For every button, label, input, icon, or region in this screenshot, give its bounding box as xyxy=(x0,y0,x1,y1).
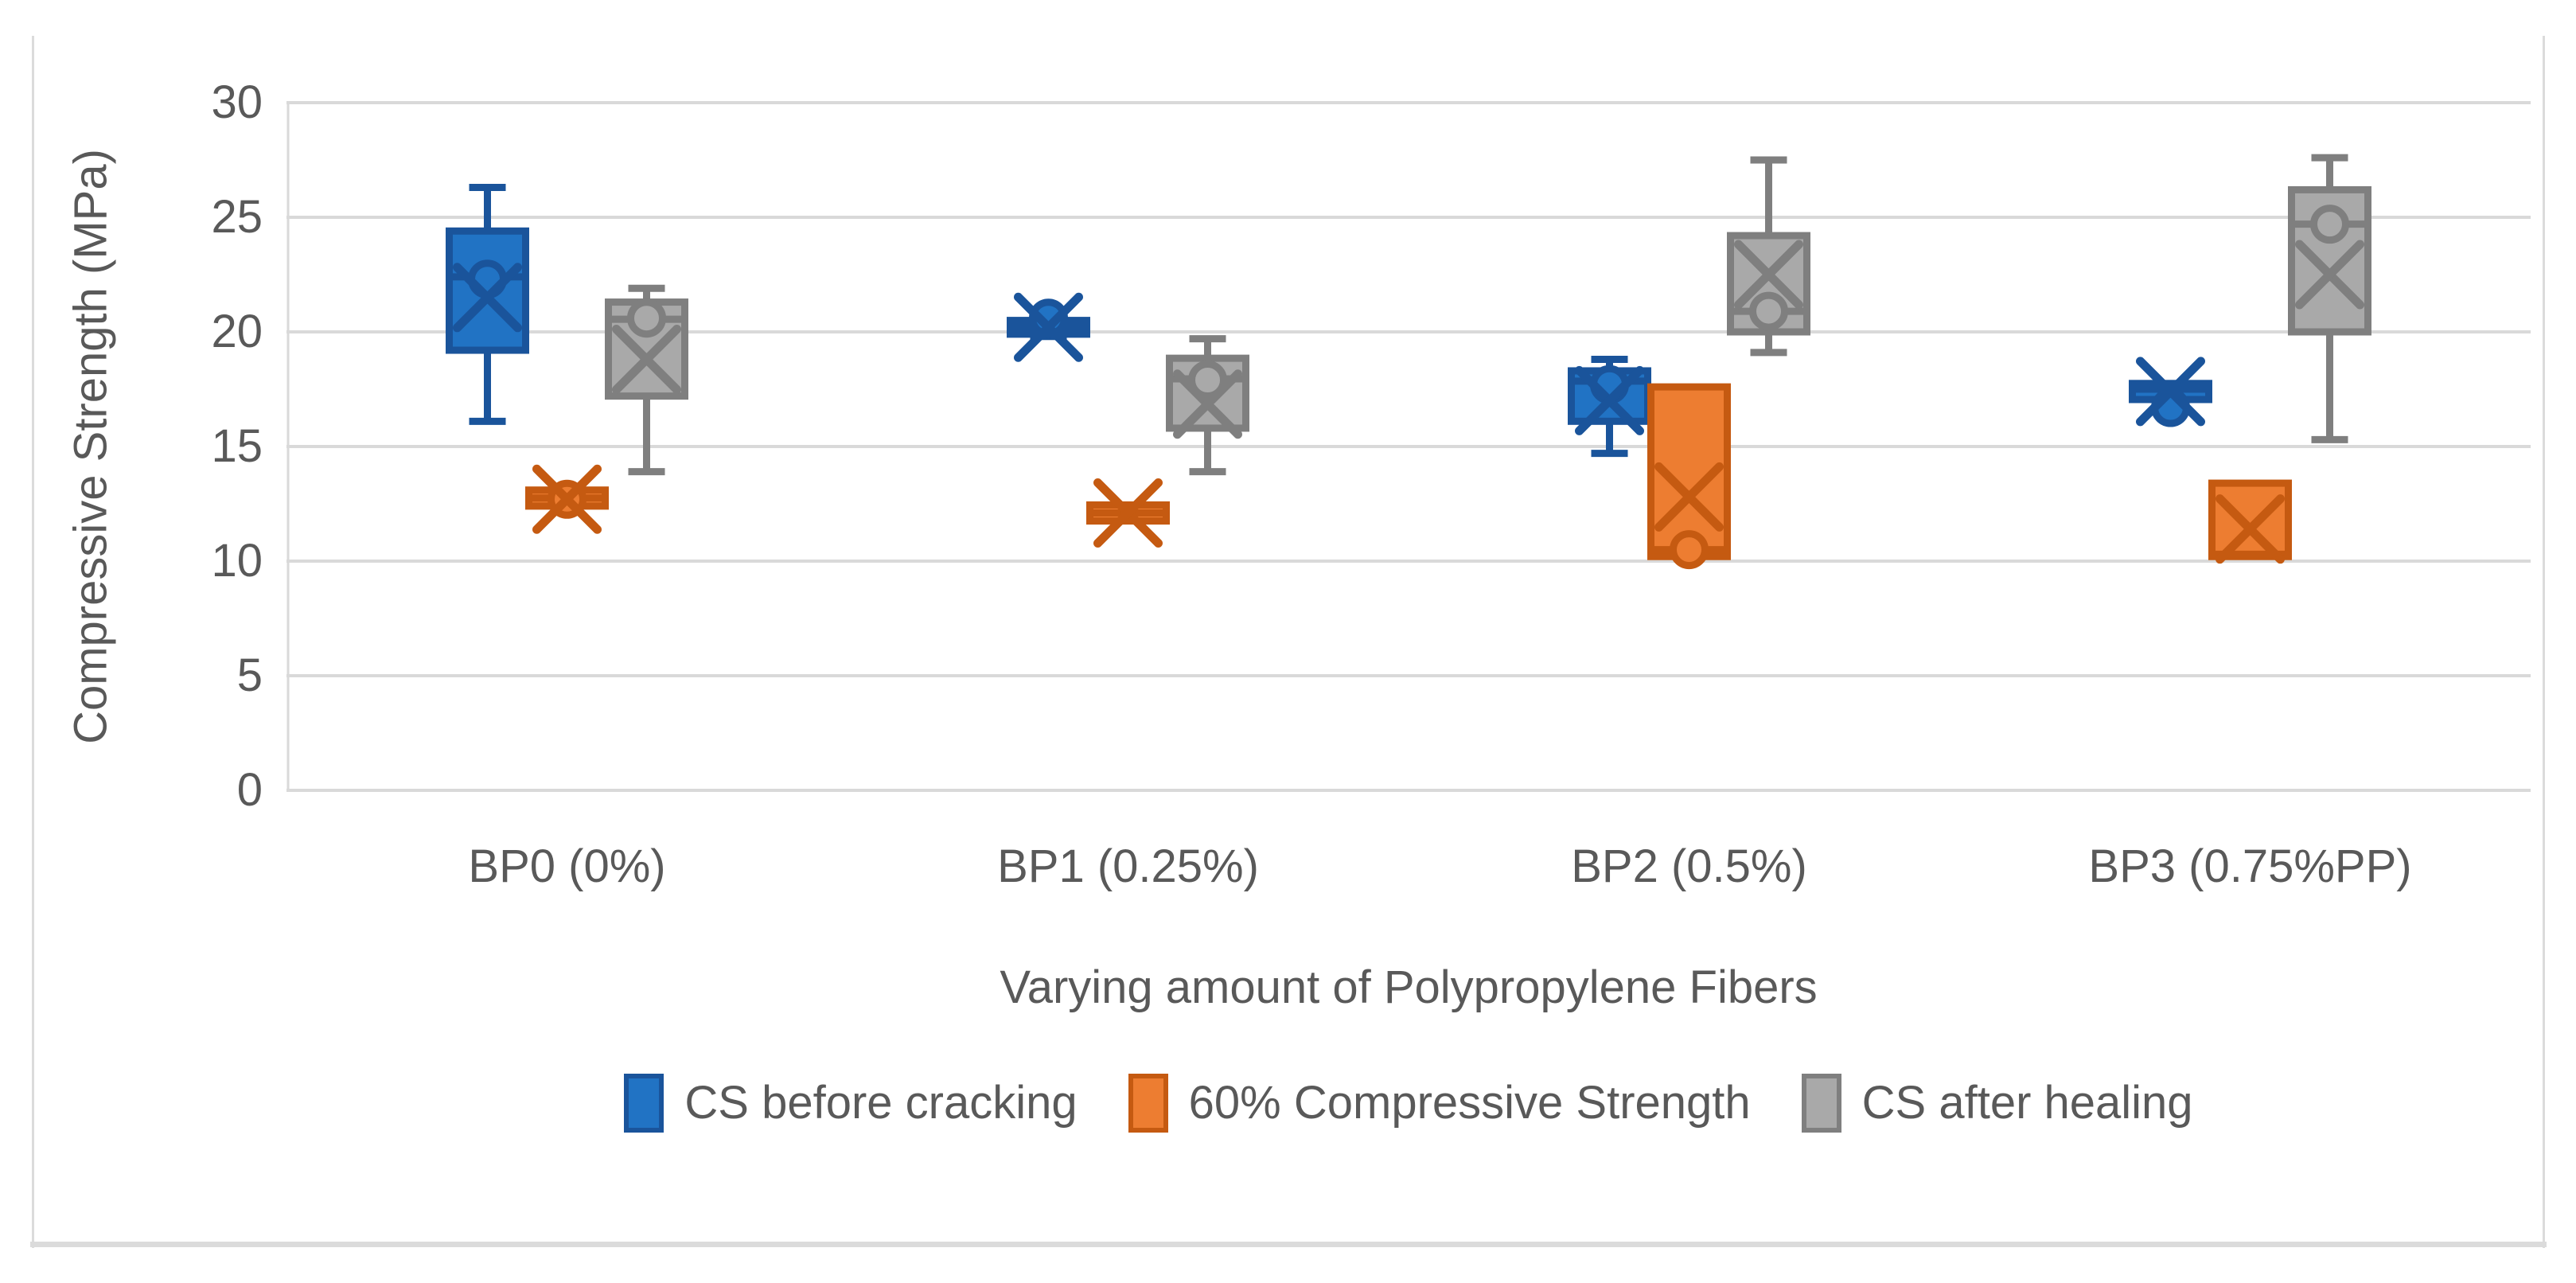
x-category-label-1: BP1 (0.25%) xyxy=(997,840,1259,892)
y-tick-label-5: 5 xyxy=(236,649,263,701)
box-cs-before-cracking-1-point-circle xyxy=(1029,298,1068,338)
box-60-compressive-strength-2-point-circle xyxy=(1670,530,1709,570)
y-tick-label-10: 10 xyxy=(211,535,263,587)
figure-border-bottom xyxy=(30,1242,2547,1247)
box-cs-after-healing-3-point-circle xyxy=(2310,205,2349,244)
box-60-compressive-strength-3-mean-x-marker xyxy=(2216,494,2285,564)
box-cs-before-cracking-1-mean-x-marker xyxy=(1014,292,1083,362)
legend-swatch-0 xyxy=(624,1074,664,1133)
y-tick-label-0: 0 xyxy=(236,764,263,816)
box-cs-after-healing-1-mean-x-marker xyxy=(1173,369,1242,439)
box-cs-after-healing-0-mean-x-marker xyxy=(612,325,681,395)
y-tick-label-30: 30 xyxy=(211,76,263,128)
box-60-compressive-strength-0-mean-x-marker xyxy=(532,464,602,534)
legend-label-0: CS before cracking xyxy=(684,1077,1078,1129)
plot-area xyxy=(286,101,2531,792)
x-axis-title: Varying amount of Polypropylene Fibers xyxy=(1000,961,1818,1013)
legend-label-1: 60% Compressive Strength xyxy=(1188,1077,1751,1129)
box-cs-before-cracking-3-mean-x-marker xyxy=(2136,357,2205,427)
box-60-compressive-strength-3-rect xyxy=(2208,479,2292,560)
box-cs-after-healing-1-point-circle xyxy=(1188,360,1227,400)
box-cs-after-healing-0-point-circle xyxy=(627,298,666,338)
x-category-label-3: BP3 (0.75%PP) xyxy=(2088,840,2412,892)
legend-item-2: CS after healing xyxy=(1801,1073,2193,1133)
legend-swatch-1 xyxy=(1128,1074,1168,1133)
box-cs-after-healing-2-mean-x-marker xyxy=(1734,240,1803,310)
box-cs-after-healing-3-mean-x-marker xyxy=(2295,240,2364,310)
box-60-compressive-strength-1-mean-x-marker xyxy=(1093,478,1163,548)
y-tick-label-15: 15 xyxy=(211,420,263,472)
legend-item-0: CS before cracking xyxy=(624,1073,1078,1133)
y-axis-title: Compressive Strength (MPa) xyxy=(64,149,117,744)
figure-border-right xyxy=(2543,36,2545,1248)
y-tick-label-25: 25 xyxy=(211,191,263,243)
x-category-label-2: BP2 (0.5%) xyxy=(1571,840,1807,892)
y-tick-label-20: 20 xyxy=(211,306,263,357)
figure-border-left xyxy=(32,36,34,1248)
box-cs-before-cracking-2-mean-x-marker xyxy=(1575,365,1644,435)
legend-item-1: 60% Compressive Strength xyxy=(1128,1073,1751,1133)
legend-label-2: CS after healing xyxy=(1861,1077,2193,1129)
legend-swatch-2 xyxy=(1801,1074,1841,1133)
box-cs-after-healing-2-point-circle xyxy=(1749,291,1788,331)
box-cs-before-cracking-0-mean-x-marker xyxy=(453,263,522,333)
chart-legend: CS before cracking 60% Compressive Streng… xyxy=(286,1073,2531,1133)
box-60-compressive-strength-2-mean-x-marker xyxy=(1654,462,1724,532)
x-category-label-0: BP0 (0%) xyxy=(468,840,666,892)
